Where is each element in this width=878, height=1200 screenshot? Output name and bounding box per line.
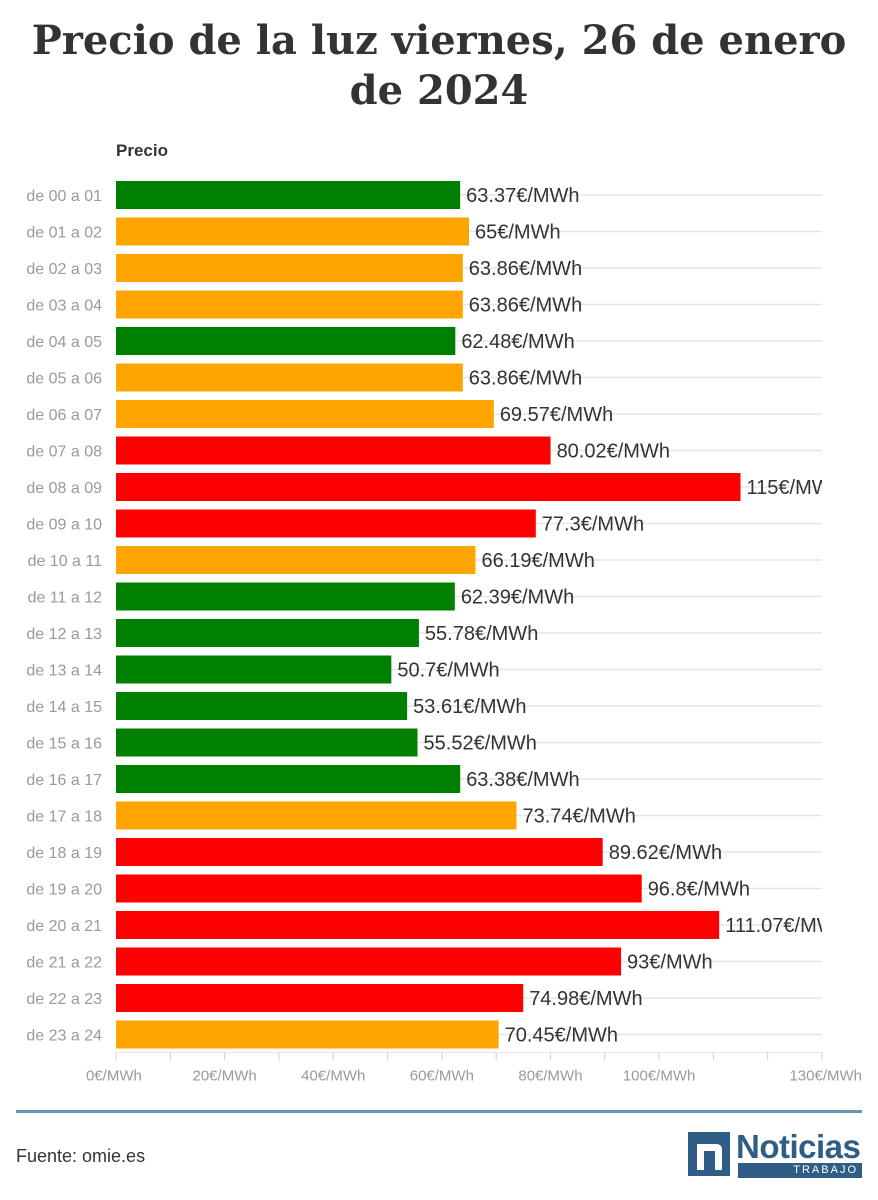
category-label: de 10 a 11 [28,553,103,570]
category-label: de 04 a 05 [26,334,102,351]
value-label: 63.86€/MWh [469,258,582,280]
x-tick-label: 130€/MWh [789,1068,862,1085]
category-label: de 03 a 04 [26,298,102,315]
bar[interactable] [116,838,603,866]
category-label: de 16 a 17 [26,772,102,789]
bar[interactable] [116,947,622,976]
value-label: 63.86€/MWh [469,295,582,317]
value-label: 69.57€/MWh [500,404,613,426]
category-label: de 08 a 09 [26,480,102,497]
value-label: 89.62€/MWh [609,842,722,864]
category-label: de 00 a 01 [26,188,102,205]
bar[interactable] [116,801,517,830]
bar[interactable] [116,911,720,939]
category-label: de 06 a 07 [26,407,102,424]
bar[interactable] [116,1020,499,1049]
value-label: 62.48€/MWh [461,331,574,353]
value-label: 111.07€/MWh [725,915,847,937]
bar[interactable] [116,400,494,428]
x-tick-label: 100€/MWh [623,1068,696,1085]
category-label: de 11 a 12 [28,590,103,607]
value-label: 55.52€/MWh [424,733,537,755]
bar[interactable] [116,874,642,903]
bar[interactable] [116,509,536,538]
bar-chart: Precio de 00 a 01 63.37€/MWh de 01 a 02 65€… [26,141,862,1085]
bar[interactable] [116,582,455,611]
bar[interactable] [116,327,456,355]
column-header: Precio [116,141,168,160]
logo-n-icon [688,1132,730,1176]
value-label: 53.61€/MWh [413,696,526,718]
category-label: de 09 a 10 [26,517,102,534]
gridlines [116,194,822,1036]
bar[interactable] [116,290,463,319]
category-label: de 01 a 02 [26,225,102,242]
value-label: 80.02€/MWh [557,441,670,463]
category-label: de 07 a 08 [26,444,102,461]
footer-divider [16,1110,862,1113]
value-label: 63.86€/MWh [469,368,582,390]
source-note: Fuente: omie.es [16,1146,146,1166]
category-label: de 19 a 20 [26,882,102,899]
category-label: de 05 a 06 [26,371,102,388]
bar[interactable] [116,984,524,1012]
value-label: 65€/MWh [475,222,561,244]
x-tick-label: 20€/MWh [193,1068,257,1085]
category-label: de 17 a 18 [26,809,102,826]
value-label: 70.45€/MWh [505,1025,618,1047]
chart-title: Precio de la luz viernes, 26 de enero de… [31,17,847,114]
category-label: de 22 a 23 [26,991,102,1008]
x-tick-label: 40€/MWh [301,1068,365,1085]
value-label: 63.38€/MWh [466,769,579,791]
category-label: de 15 a 16 [26,736,102,753]
logo-wordmark: Noticias [736,1128,861,1165]
bar[interactable] [116,217,469,246]
value-label: 93€/MWh [627,952,713,974]
value-label: 73.74€/MWh [522,806,635,828]
bar[interactable] [116,436,551,465]
category-label: de 21 a 22 [26,955,102,972]
category-label: de 13 a 14 [26,663,102,680]
value-label: 50.7€/MWh [397,660,499,682]
x-axis: 0€/MWh 20€/MWh 40€/MWh 60€/MWh 80€/MWh 100€/M… [86,1052,862,1085]
bar[interactable] [116,619,419,647]
bar[interactable] [116,546,476,574]
value-label: 96.8€/MWh [648,879,750,901]
value-label: 74.98€/MWh [529,988,642,1010]
value-label: 62.39€/MWh [461,587,574,609]
bar[interactable] [116,655,392,684]
category-label: de 12 a 13 [26,626,102,643]
value-label: 55.78€/MWh [425,623,538,645]
value-label: 77.3€/MWh [542,514,644,536]
category-label: de 14 a 15 [26,699,102,716]
bar[interactable] [116,181,461,209]
category-label: de 02 a 03 [26,261,102,278]
x-tick-label: 80€/MWh [518,1068,582,1085]
logo-subtitle: TRABAJO [738,1163,862,1178]
x-tick-label: 0€/MWh [86,1068,142,1085]
bar[interactable] [116,728,418,757]
value-label: 66.19€/MWh [481,550,594,572]
category-label: de 23 a 24 [26,1028,102,1045]
brand-logo[interactable]: Noticias TRABAJO [688,1128,862,1178]
bar[interactable] [116,765,461,793]
bar[interactable] [116,473,741,501]
category-label: de 20 a 21 [26,918,102,935]
value-label: 115€/MWh [747,477,842,499]
bar[interactable] [116,254,463,282]
category-label: de 18 a 19 [26,845,102,862]
bar[interactable] [116,363,463,392]
bar[interactable] [116,692,408,720]
bars: de 00 a 01 63.37€/MWh de 01 a 02 65€/MWh de … [26,181,847,1049]
x-tick-label: 60€/MWh [410,1068,474,1085]
value-label: 63.37€/MWh [466,185,579,207]
